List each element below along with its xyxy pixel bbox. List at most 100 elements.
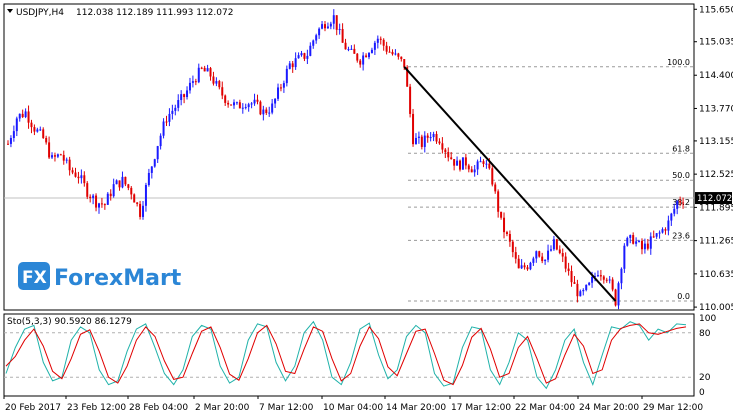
candle-body [649, 236, 652, 249]
candle-body [359, 60, 362, 65]
candle-body [582, 289, 585, 292]
candle-body [291, 63, 294, 68]
candle-body [611, 279, 614, 290]
candle-body [376, 38, 379, 43]
candle-body [423, 135, 426, 147]
candle-body [605, 279, 608, 281]
candle-body [215, 81, 218, 84]
candle-body [579, 291, 582, 297]
y-tick-label: 111.265 [699, 237, 733, 247]
price-axis: 115.650 115.035 114.400 113.770 113.155 112.5… [694, 5, 733, 313]
candle-body [103, 204, 106, 206]
candle-body [626, 237, 629, 246]
candle-body [400, 56, 403, 60]
candle-body [365, 55, 368, 58]
candle-body [230, 104, 233, 106]
candle-body [585, 284, 588, 290]
candle-body [432, 133, 435, 138]
candle-body [617, 283, 620, 306]
x-tick-label: 28 Feb 04:00 [129, 403, 188, 413]
stoch-signal-line [5, 323, 687, 386]
candle-body [253, 99, 256, 104]
candle-body [485, 163, 488, 165]
candle-body [655, 233, 658, 237]
candle-body [444, 149, 447, 153]
candle-body [318, 28, 321, 36]
forexmart-logo: FX ForexMart [18, 262, 182, 291]
candle-body [224, 95, 227, 103]
x-tick-label: 20 Feb 2017 [5, 403, 61, 413]
candle-body [238, 102, 241, 109]
candle-body [321, 24, 324, 29]
candle-body [277, 87, 280, 99]
candle-body [165, 121, 168, 123]
candle-body [479, 161, 482, 163]
candle-body [459, 160, 461, 170]
candle-body [95, 195, 98, 208]
candle-body [315, 35, 318, 41]
candle-body [24, 111, 27, 117]
candle-body [414, 137, 417, 145]
candle-body [523, 265, 526, 268]
candle-body [256, 99, 259, 102]
x-tick-label: 23 Feb 12:00 [67, 403, 126, 413]
candle-body [561, 253, 564, 257]
candle-body [36, 129, 39, 132]
candle-body [12, 131, 15, 138]
candle-body [130, 187, 133, 195]
stochastic-panel [3, 313, 695, 397]
candle-body [614, 289, 617, 306]
candle-body [514, 252, 517, 259]
candle-body [608, 279, 611, 281]
candle-body [45, 137, 48, 143]
candle-body [658, 232, 661, 234]
candle-body [403, 59, 406, 68]
candle-body [274, 98, 277, 104]
candle-body [511, 241, 514, 253]
candle-body [9, 137, 12, 144]
candle-body [491, 168, 494, 185]
candle-body [594, 276, 597, 278]
x-tick-label: 24 Mar 20:00 [579, 403, 639, 413]
time-axis: 20 Feb 2017 23 Feb 12:00 28 Feb 04:00 2 Mar… [3, 396, 703, 413]
current-price-tag: 112.072 [695, 192, 732, 205]
candle-body [338, 29, 341, 31]
candle-body [370, 49, 373, 53]
fib-trendline[interactable] [403, 66, 617, 302]
candle-body [329, 23, 332, 27]
candle-body [397, 53, 400, 57]
candle-body [203, 67, 206, 72]
candle-body [209, 68, 212, 77]
candle-body [667, 220, 670, 231]
candle-body [127, 184, 130, 188]
fib-level-label: 100.0 [667, 58, 690, 67]
dropdown-triangle-icon[interactable] [7, 9, 13, 13]
stoch-tick-label: 20 [699, 373, 711, 383]
candle-body [124, 176, 127, 185]
candle-body [221, 87, 224, 96]
candle-body [467, 165, 470, 170]
candle-body [332, 15, 335, 24]
y-tick-label: 115.650 [699, 5, 733, 15]
candle-body [406, 67, 409, 87]
candle-body [620, 268, 623, 284]
candle-body [262, 109, 265, 115]
candle-body [174, 107, 177, 111]
fib-level-label: 23.6 [672, 231, 690, 240]
stochastic-layer: 100 80 20 0 [4, 314, 716, 398]
candle-body [121, 176, 124, 188]
candle-body [394, 53, 397, 55]
candle-body [638, 240, 641, 242]
candle-body [643, 243, 646, 250]
candle-body [312, 40, 315, 46]
candle-body [682, 202, 685, 204]
candle-body [652, 236, 655, 238]
candle-body [368, 52, 371, 58]
fib-level-label: 50.0 [672, 171, 690, 180]
candle-body [347, 49, 350, 51]
y-tick-label: 110.635 [699, 270, 733, 280]
candle-body [555, 239, 558, 250]
candle-body [412, 113, 415, 145]
candle-body [197, 67, 200, 83]
